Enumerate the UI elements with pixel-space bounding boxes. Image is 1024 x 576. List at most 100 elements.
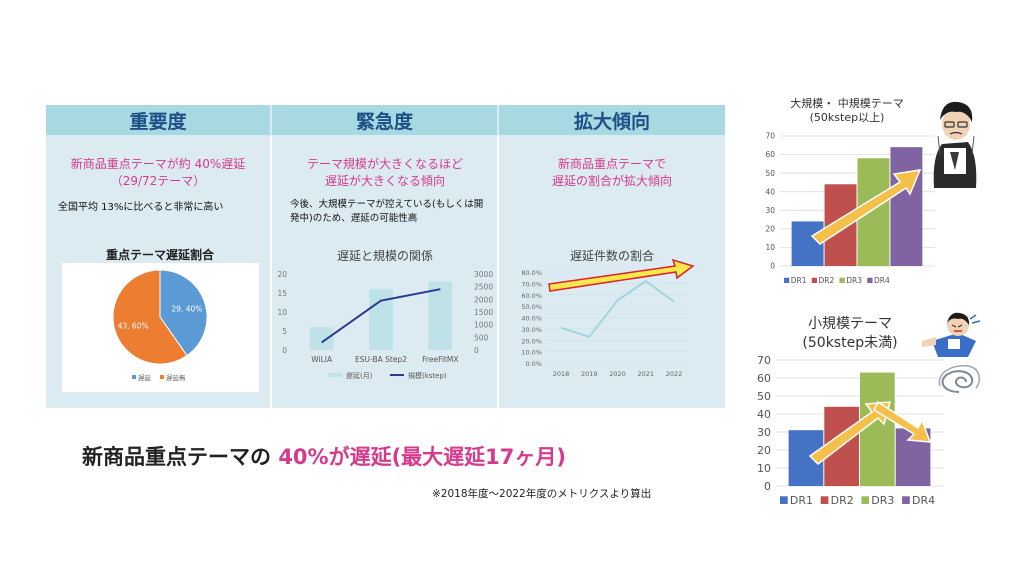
column-divider	[497, 136, 499, 408]
legend-label: DR4	[912, 494, 935, 507]
x-tick-label: ESU-BA Step2	[355, 355, 407, 364]
x-tick-label: 2020	[609, 370, 626, 378]
pie-chart: 29, 40% 43, 60% 遅延 遅延無	[112, 269, 208, 382]
large-scale-dr-chart: 0 10 20 30 40 50 60 70 DR1 DR2 DR3 DR4	[765, 132, 935, 285]
trend-highlight-line1: 新商品重点テーマで	[557, 157, 666, 171]
y-tick-label: 30	[757, 426, 771, 439]
y-tick-label: 40	[765, 187, 775, 196]
legend-label: DR3	[846, 276, 862, 285]
y-tick-label: 50.0%	[521, 303, 542, 311]
column-header-trend: 拡大傾向	[499, 105, 725, 135]
legend-swatch	[328, 373, 342, 377]
y-left-tick-label: 10	[277, 308, 287, 317]
small-scale-dr-chart: 0 10 20 30 40 50 60 70 DR1 DR2 DR3 DR4	[757, 354, 944, 507]
legend-label: DR2	[831, 494, 854, 507]
legend-swatch	[780, 496, 788, 504]
y-tick-label: 70	[765, 132, 775, 141]
importance-highlight-line1: 新商品重点テーマが約 40%遅延	[70, 157, 246, 171]
y-tick-label: 20.0%	[521, 337, 542, 345]
legend-label: 遅延(月)	[346, 371, 373, 380]
headline-part1: 新商品重点テーマの	[82, 445, 271, 469]
legend-label: 遅延無	[166, 373, 186, 382]
y-tick-label: 70	[757, 354, 771, 367]
column-divider	[270, 136, 272, 408]
pie-slice	[112, 269, 188, 365]
trend-highlight: 新商品重点テーマで 遅延の割合が拡大傾向	[502, 156, 722, 190]
legend-swatch	[902, 496, 910, 504]
y-tick-label: 60	[757, 372, 771, 385]
y-tick-label: 80.0%	[521, 269, 542, 277]
legend-label: DR1	[791, 276, 807, 285]
x-tick-label: 2019	[581, 370, 598, 378]
trend-arrow-icon	[810, 169, 922, 245]
x-tick-label: 2021	[637, 370, 654, 378]
x-tick-label: FreeFitMX	[422, 355, 458, 364]
worried-person-icon	[933, 101, 977, 188]
large-scale-title-line2: (50kstep以上)	[809, 111, 885, 124]
small-scale-title-line2: (50kstep未満)	[802, 335, 898, 351]
x-tick-label: 2022	[666, 370, 683, 378]
column-header-urgency: 緊急度	[272, 105, 497, 135]
urgency-note-line1: 今後、大規模テーマが控えている(もしくは開	[290, 199, 484, 210]
running-person-icon	[922, 312, 981, 357]
y-tick-label: 10	[757, 462, 771, 475]
pie-slice	[159, 269, 208, 357]
y-left-tick-label: 5	[282, 327, 287, 336]
y-tick-label: 10.0%	[521, 349, 542, 357]
y-right-tick-label: 1000	[474, 321, 493, 330]
large-scale-chart-title: 大規模・ 中規模テーマ (50kstep以上)	[762, 97, 932, 125]
x-tick-label: 2018	[553, 370, 570, 378]
importance-highlight-line2: （29/72テーマ）	[110, 174, 206, 188]
y-right-tick-label: 3000	[474, 270, 493, 279]
pie-chart-title: 重点テーマ遅延割合	[105, 248, 214, 262]
y-tick-label: 50	[757, 390, 771, 403]
y-left-tick-label: 15	[277, 289, 287, 298]
importance-note: 全国平均 13%に比べると非常に高い	[58, 202, 224, 213]
bar	[890, 147, 923, 266]
pie-data-label: 29, 40%	[171, 305, 202, 314]
headline-part2: 40%が遅延(最大遅延17ヶ月)	[278, 445, 566, 469]
combo-chart: 0 5 10 15 20 0 500 1000 1500 2000 2500 3000 WiLIA ESU…	[277, 270, 493, 380]
y-tick-label: 30	[765, 206, 775, 215]
headline: 新商品重点テーマの 40%が遅延(最大遅延17ヶ月)	[82, 441, 566, 471]
trend-arrow-icon	[548, 258, 695, 292]
y-right-tick-label: 2000	[474, 295, 493, 304]
legend-swatch	[784, 277, 790, 283]
column-header-importance: 重要度	[46, 105, 270, 135]
trend-highlight-line2: 遅延の割合が拡大傾向	[551, 174, 672, 188]
legend-label: DR1	[790, 494, 813, 507]
urgency-highlight-line2: 遅延が大きくなる傾向	[324, 174, 445, 188]
whirlwind-icon	[938, 364, 981, 393]
y-tick-label: 60.0%	[521, 292, 542, 300]
y-tick-label: 0	[770, 262, 775, 271]
legend-swatch	[867, 277, 873, 283]
y-right-tick-label: 2500	[474, 283, 493, 292]
urgency-highlight: テーマ規模が大きくなるほど 遅延が大きくなる傾向	[276, 156, 494, 190]
legend-label: DR4	[874, 276, 890, 285]
y-tick-label: 20	[765, 224, 775, 233]
bar	[309, 327, 334, 350]
legend-swatch	[160, 375, 164, 379]
legend-label: 規模(kstep)	[408, 371, 447, 380]
ratio-chart-title: 遅延件数の割合	[569, 249, 654, 263]
legend-label: DR3	[871, 494, 894, 507]
y-right-tick-label: 0	[474, 346, 479, 355]
small-scale-title-line1: 小規模テーマ	[808, 316, 892, 332]
y-tick-label: 30.0%	[521, 326, 542, 334]
y-tick-label: 20	[757, 444, 771, 457]
y-right-tick-label: 500	[474, 333, 489, 342]
y-tick-label: 40.0%	[521, 315, 542, 323]
y-tick-label: 60	[765, 150, 775, 159]
trend-arrow-icon	[873, 400, 932, 443]
x-tick-label: WiLIA	[311, 355, 333, 364]
y-tick-label: 50	[765, 169, 775, 178]
small-scale-chart-title: 小規模テーマ (50kstep未満)	[790, 315, 910, 353]
bar	[860, 372, 895, 486]
y-tick-label: 0	[764, 480, 771, 493]
bar	[791, 221, 824, 266]
y-left-tick-label: 0	[282, 346, 287, 355]
ratio-chart: 0.0% 10.0% 20.0% 30.0% 40.0% 50.0% 60.0% 70.0% 8…	[521, 258, 695, 378]
urgency-note-line2: 発中)のため、遅延の可能性高	[290, 213, 418, 224]
y-left-tick-label: 20	[277, 270, 287, 279]
bar	[428, 281, 453, 350]
